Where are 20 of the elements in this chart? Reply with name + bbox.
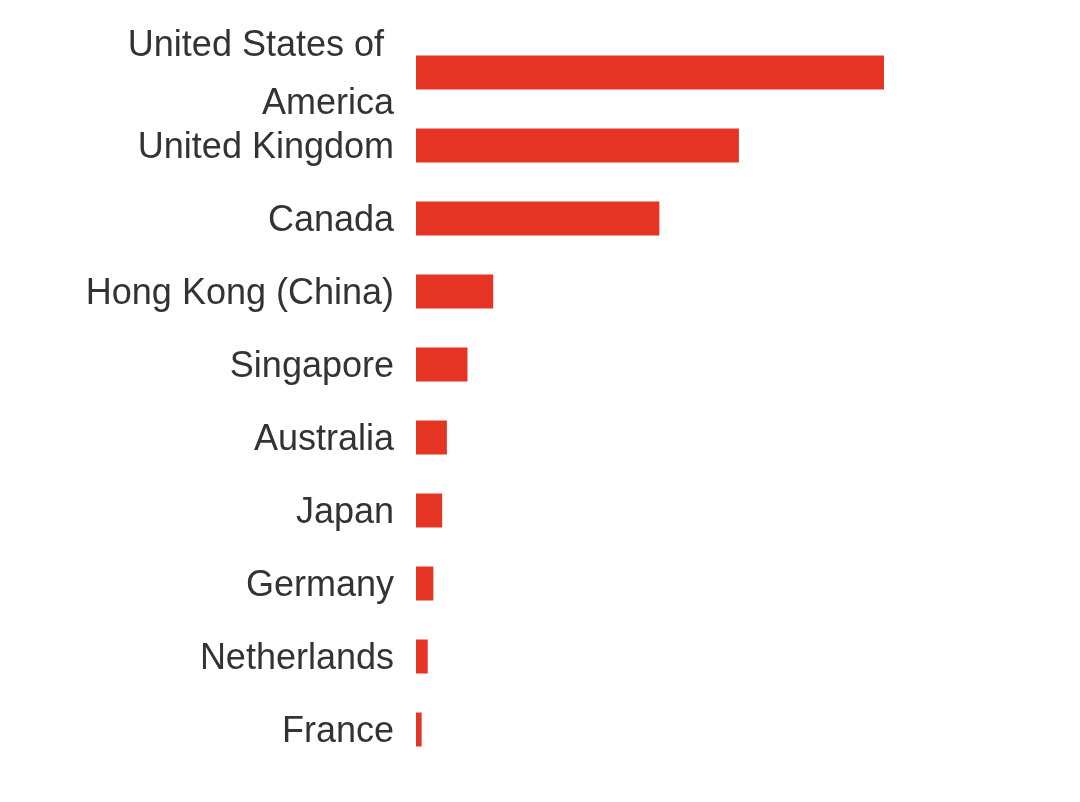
y-tick-label: Australia <box>253 417 395 458</box>
y-tick-label: France <box>281 709 394 750</box>
y-tick-label: United Kingdom <box>137 125 394 166</box>
bar <box>416 128 739 163</box>
bar <box>416 566 434 601</box>
y-tick-label: Hong Kong (China) <box>85 271 394 312</box>
bar <box>416 420 447 455</box>
y-tick-label: Germany <box>245 563 394 604</box>
y-tick-label: Japan <box>295 490 394 531</box>
bar <box>416 55 884 90</box>
y-tick-label: Canada <box>267 198 395 239</box>
bar <box>416 274 494 309</box>
bar <box>416 493 443 528</box>
bar <box>416 639 428 674</box>
y-tick-label: United States of America <box>127 23 395 122</box>
bar <box>416 712 422 747</box>
y-tick-label: Netherlands <box>199 636 394 677</box>
y-tick-label: Singapore <box>229 344 394 385</box>
bar <box>416 201 660 236</box>
bar <box>416 347 468 382</box>
